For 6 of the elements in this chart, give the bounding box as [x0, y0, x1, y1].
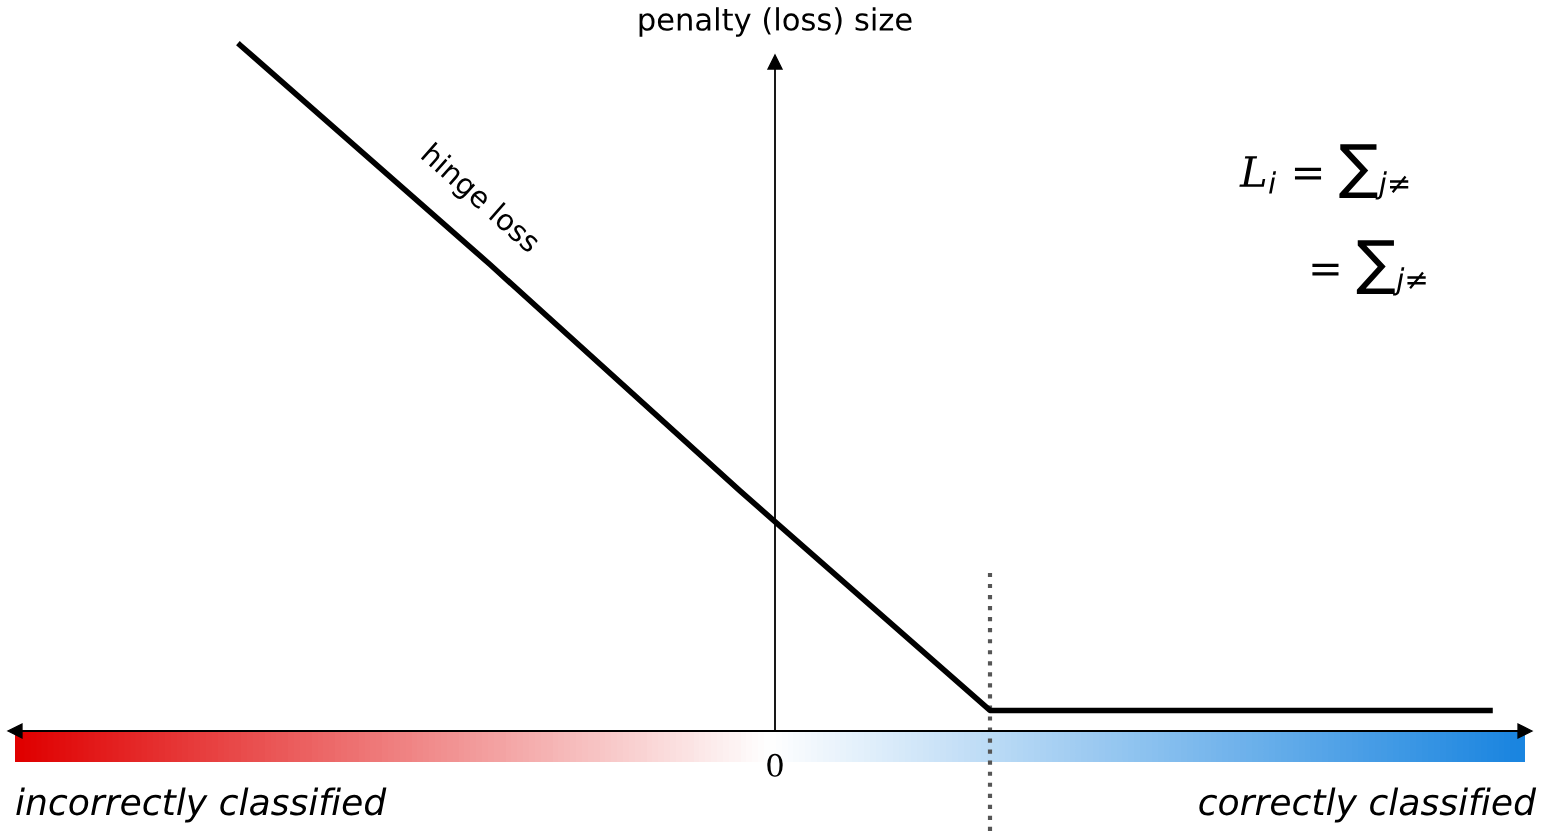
annotation: = ∑$_{j≠}$	[1312, 240, 1426, 296]
y-axis-title: penalty (loss) size	[639, 7, 912, 37]
text: incorrectly classified	[16, 787, 387, 823]
text: 0	[767, 753, 783, 777]
annotation: L$_{i}$ = ∑$_{j≠}$	[1239, 144, 1409, 200]
text: correctly classified	[1199, 787, 1537, 823]
